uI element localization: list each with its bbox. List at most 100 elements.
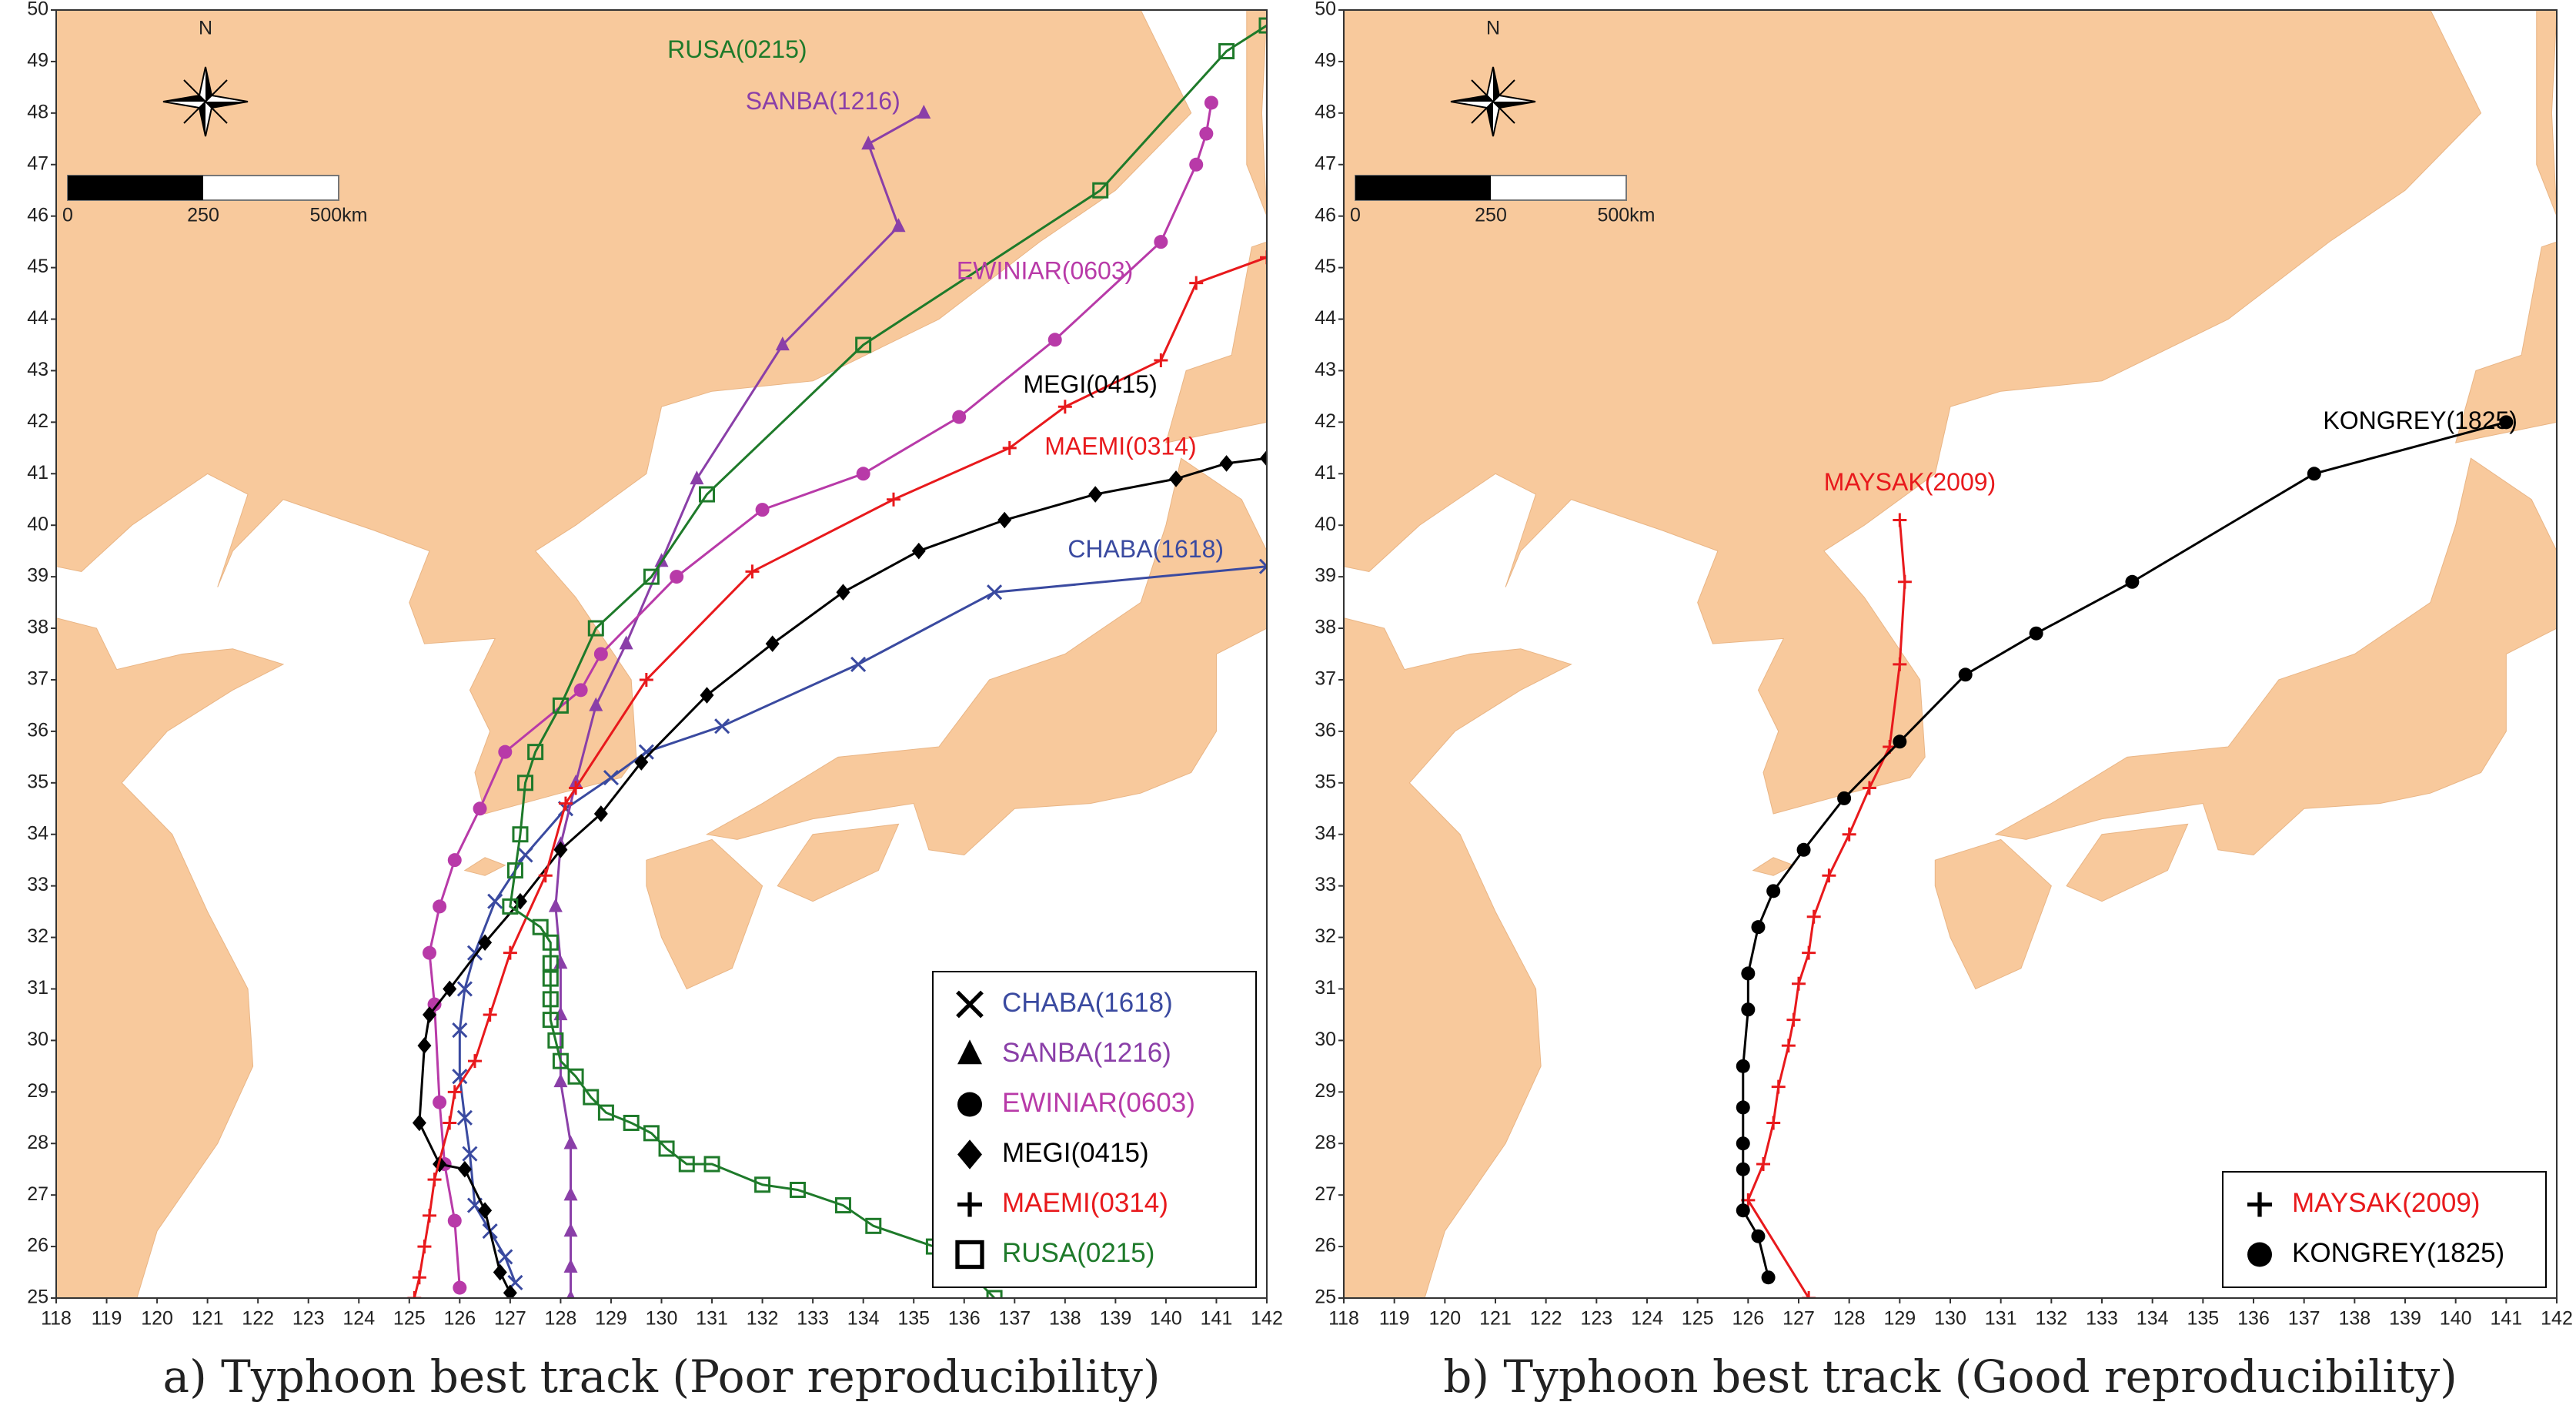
marker [532, 918, 549, 935]
x-tick-label: 135 [897, 1308, 930, 1330]
marker [542, 991, 559, 1008]
marker [407, 1291, 422, 1298]
marker [566, 1290, 575, 1298]
marker [1258, 558, 1267, 574]
marker [1822, 868, 1836, 883]
x-tick-label: 120 [1428, 1308, 1461, 1330]
y-tick-label: 37 [1315, 668, 1336, 690]
y-tick-label: 26 [27, 1235, 48, 1256]
marker [512, 826, 529, 843]
y-tick-label: 30 [1315, 1029, 1336, 1050]
marker [987, 584, 1003, 601]
x-tick-label: 131 [1985, 1308, 2017, 1330]
track-label: MEGI(0415) [1023, 370, 1157, 398]
marker [547, 1032, 564, 1049]
legend-label: KONGREY(1825) [2292, 1238, 2504, 1268]
x-tick-label: 118 [41, 1308, 72, 1330]
x-tick-label: 130 [646, 1308, 678, 1330]
marker [542, 934, 559, 951]
marker [583, 1089, 600, 1106]
land [646, 838, 763, 990]
marker [542, 955, 559, 972]
marker [467, 1054, 482, 1069]
marker [1837, 791, 1852, 805]
marker [1154, 235, 1168, 249]
marker [443, 980, 457, 998]
x-tick-label: 126 [1732, 1308, 1764, 1330]
marker [952, 410, 967, 424]
marker [891, 218, 906, 233]
x-tick-label: 133 [797, 1308, 829, 1330]
marker [1189, 157, 1204, 172]
marker [1842, 827, 1856, 842]
y-tick-label: 35 [27, 771, 48, 792]
marker [670, 570, 684, 584]
y-tick-label: 47 [1315, 152, 1336, 174]
marker [917, 105, 931, 119]
marker [412, 1114, 426, 1132]
marker [1893, 657, 1907, 671]
marker [1204, 95, 1218, 110]
marker [1169, 470, 1184, 487]
marker [1088, 486, 1103, 503]
x-tick-label: 127 [494, 1308, 526, 1330]
marker [911, 542, 926, 560]
x-tick-label: 120 [141, 1308, 173, 1330]
y-tick-label: 31 [1315, 977, 1336, 999]
x-tick-label: 136 [948, 1308, 981, 1330]
x-tick-label: 132 [2035, 1308, 2067, 1330]
y-tick-label: 41 [27, 462, 48, 483]
y-tick-label: 28 [27, 1132, 48, 1153]
x-tick-label: 135 [2187, 1308, 2219, 1330]
track-label: CHABA(1618) [1067, 535, 1224, 563]
x-tick-label: 125 [393, 1308, 426, 1330]
marker [745, 564, 760, 579]
compass-label: N [199, 18, 212, 39]
marker [834, 1197, 851, 1214]
x-tick-label: 125 [1682, 1308, 1714, 1330]
marker [563, 1223, 578, 1237]
marker [1199, 126, 1214, 141]
marker [433, 899, 447, 914]
marker [456, 1109, 473, 1126]
compass-fill [1451, 67, 1535, 136]
x-tick-label: 128 [545, 1308, 577, 1330]
marker [836, 584, 850, 601]
land [1994, 457, 2557, 856]
marker [502, 898, 519, 915]
legend-label: RUSA(0215) [1002, 1238, 1154, 1268]
y-tick-label: 39 [1315, 565, 1336, 587]
marker [1897, 574, 1912, 589]
marker [447, 1085, 462, 1099]
y-tick-label: 49 [27, 50, 48, 72]
marker [2125, 574, 2140, 589]
marker [417, 1037, 432, 1054]
y-tick-label: 42 [27, 410, 48, 432]
compass-fill [163, 67, 248, 136]
marker [478, 1202, 493, 1220]
track-label: KONGREY(1825) [2323, 407, 2518, 434]
marker [443, 1116, 457, 1130]
marker [517, 847, 533, 863]
compass-diag [1471, 79, 1515, 124]
track-label: RUSA(0215) [667, 35, 807, 63]
marker [1219, 455, 1234, 472]
y-tick-label: 32 [1315, 925, 1336, 947]
marker [1260, 250, 1267, 265]
marker [552, 697, 569, 714]
marker [567, 1068, 584, 1085]
marker [497, 1249, 513, 1265]
marker [423, 1208, 437, 1223]
land [1344, 10, 2482, 815]
marker [1756, 1157, 1771, 1172]
marker [552, 1052, 569, 1069]
marker [1189, 276, 1204, 290]
x-tick-label: 141 [1201, 1308, 1233, 1330]
marker [1751, 920, 1766, 935]
marker [1047, 333, 1062, 347]
y-tick-label: 39 [27, 565, 48, 587]
marker [493, 1263, 507, 1281]
land [56, 617, 285, 1298]
legend-label: EWINIAR(0603) [1002, 1088, 1195, 1118]
